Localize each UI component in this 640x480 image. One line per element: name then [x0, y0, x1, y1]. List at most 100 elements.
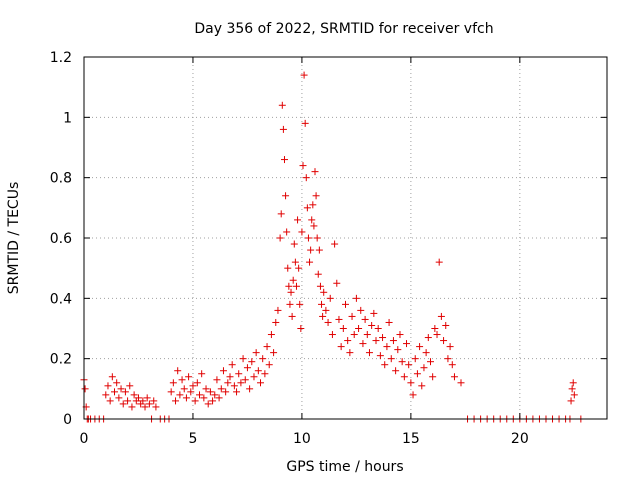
data-point [370, 309, 378, 317]
data-point [299, 162, 307, 170]
data-point [352, 294, 360, 302]
data-point [570, 391, 578, 399]
data-point [350, 331, 358, 339]
data-point [314, 270, 322, 278]
data-point [385, 318, 393, 326]
data-point [313, 234, 321, 242]
data-point [172, 397, 180, 405]
data-point [379, 334, 387, 342]
data-point [124, 397, 132, 405]
data-point [372, 337, 380, 345]
data-point [457, 379, 465, 387]
y-tick-label: 0.6 [50, 231, 72, 247]
data-point [202, 385, 210, 393]
data-point [342, 300, 349, 308]
data-point [198, 370, 206, 378]
data-point [311, 168, 319, 176]
data-point [368, 321, 376, 329]
data-point [435, 258, 443, 266]
data-point [270, 349, 278, 357]
x-tick-labels: 0 5 10 15 20 [80, 431, 529, 447]
data-point [346, 349, 354, 357]
data-point [252, 349, 260, 357]
data-point [426, 358, 434, 366]
data-point [444, 355, 452, 363]
gridlines [84, 57, 607, 419]
data-point [263, 343, 271, 351]
data-point [407, 379, 415, 387]
data-point [335, 315, 343, 323]
data-point [387, 355, 395, 363]
data-point [274, 306, 282, 314]
data-point [398, 358, 406, 366]
data-point [285, 282, 293, 290]
data-point [361, 315, 369, 323]
x-tick-label: 10 [293, 431, 311, 447]
data-point [298, 228, 306, 236]
data-point [337, 343, 345, 351]
data-point [108, 373, 116, 381]
data-point [233, 388, 241, 396]
data-point [180, 385, 188, 393]
data-point [322, 306, 330, 314]
data-point [316, 282, 324, 290]
data-point [308, 216, 316, 224]
data-point [315, 246, 323, 254]
data-point [102, 391, 110, 399]
data-point [383, 343, 391, 351]
y-tick-label: 0 [63, 412, 72, 428]
data-point [217, 385, 225, 393]
data-point [257, 379, 265, 387]
data-point [117, 385, 125, 393]
data-point [310, 222, 318, 230]
data-point [143, 394, 151, 402]
data-point [282, 192, 290, 200]
data-point [206, 388, 214, 396]
data-point [237, 379, 245, 387]
data-point [254, 367, 262, 375]
data-point [104, 382, 112, 390]
data-point [344, 337, 352, 345]
data-point [319, 312, 327, 320]
data-point [446, 343, 454, 351]
x-tick-label: 15 [402, 431, 420, 447]
data-point [222, 388, 230, 396]
data-point [304, 234, 312, 242]
data-points [80, 71, 585, 423]
data-point [303, 204, 311, 212]
data-point [241, 376, 249, 384]
data-point [365, 349, 373, 357]
data-point [113, 379, 121, 387]
data-point [290, 240, 298, 248]
data-point [333, 279, 341, 287]
data-point [318, 300, 326, 308]
data-point [246, 385, 254, 393]
data-point [433, 331, 441, 339]
data-point [294, 216, 302, 224]
data-point [328, 331, 336, 339]
data-point [211, 391, 219, 399]
data-point [306, 258, 314, 266]
data-point [302, 174, 310, 182]
data-point [219, 367, 227, 375]
data-point [431, 325, 439, 332]
data-point [128, 403, 136, 411]
data-point [376, 352, 384, 360]
data-point [195, 391, 203, 399]
x-tick-label: 20 [511, 431, 529, 447]
data-point [389, 337, 397, 345]
data-point [363, 331, 371, 339]
data-point [448, 361, 456, 369]
data-point [178, 376, 186, 384]
data-point [193, 379, 201, 387]
data-point [450, 373, 458, 381]
data-point [320, 288, 328, 296]
data-point [280, 156, 288, 164]
data-point [278, 101, 286, 109]
data-point [394, 346, 402, 354]
x-axis-label: GPS time / hours [286, 459, 403, 475]
data-point [230, 382, 238, 390]
data-point [420, 364, 428, 372]
y-tick-label: 0.4 [50, 291, 72, 307]
